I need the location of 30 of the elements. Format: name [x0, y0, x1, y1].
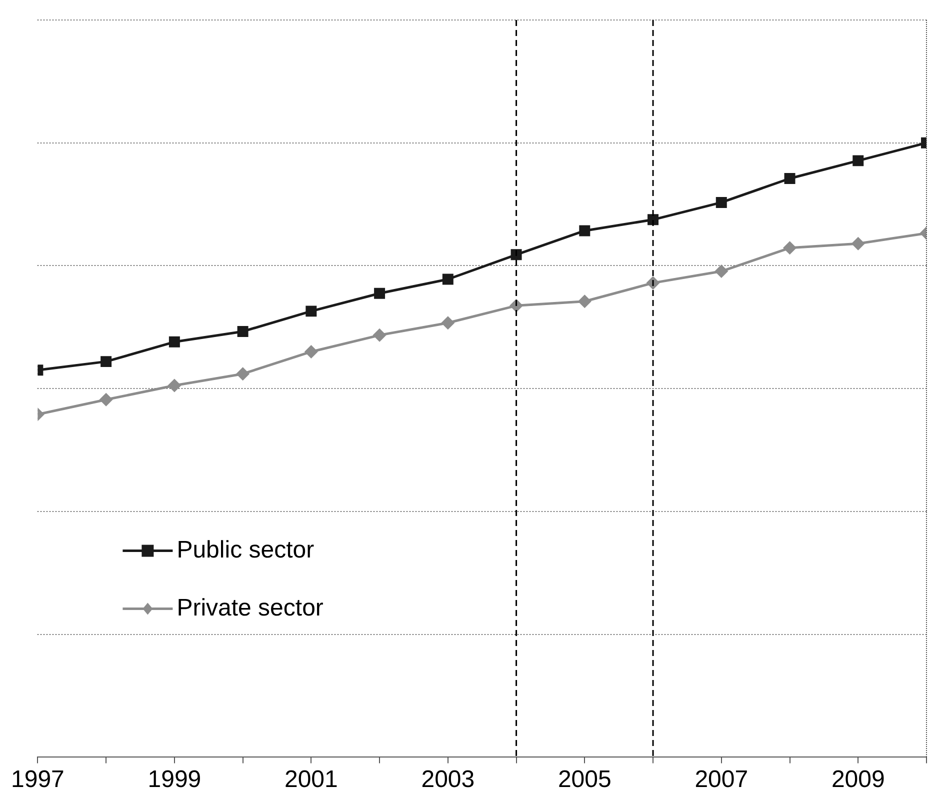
point [715, 265, 728, 278]
point [442, 316, 454, 330]
point [442, 274, 454, 285]
legend-label: Private sector [176, 594, 324, 622]
x-tick-label: 2005 [558, 766, 612, 794]
x-tick-label: 2001 [284, 766, 338, 794]
point [852, 237, 864, 250]
point [648, 214, 659, 226]
point [579, 225, 590, 236]
point [306, 306, 317, 317]
legend-label: Public sector [176, 536, 314, 564]
point [100, 393, 112, 406]
point [100, 356, 112, 368]
point [236, 368, 250, 380]
point [373, 328, 386, 342]
x-tick-label: 1999 [148, 766, 202, 794]
point [168, 336, 180, 348]
point [237, 326, 248, 337]
point [374, 288, 386, 299]
point [852, 155, 864, 166]
x-tick-label: 1997 [11, 766, 64, 794]
point [784, 173, 796, 184]
x-tick-label: 2007 [694, 766, 748, 794]
x-tick-label: 2003 [421, 766, 475, 794]
point [578, 295, 591, 308]
point [784, 242, 796, 254]
x-tick-label: 2009 [831, 766, 885, 794]
point [168, 379, 181, 392]
point [716, 196, 727, 208]
point [304, 345, 318, 358]
